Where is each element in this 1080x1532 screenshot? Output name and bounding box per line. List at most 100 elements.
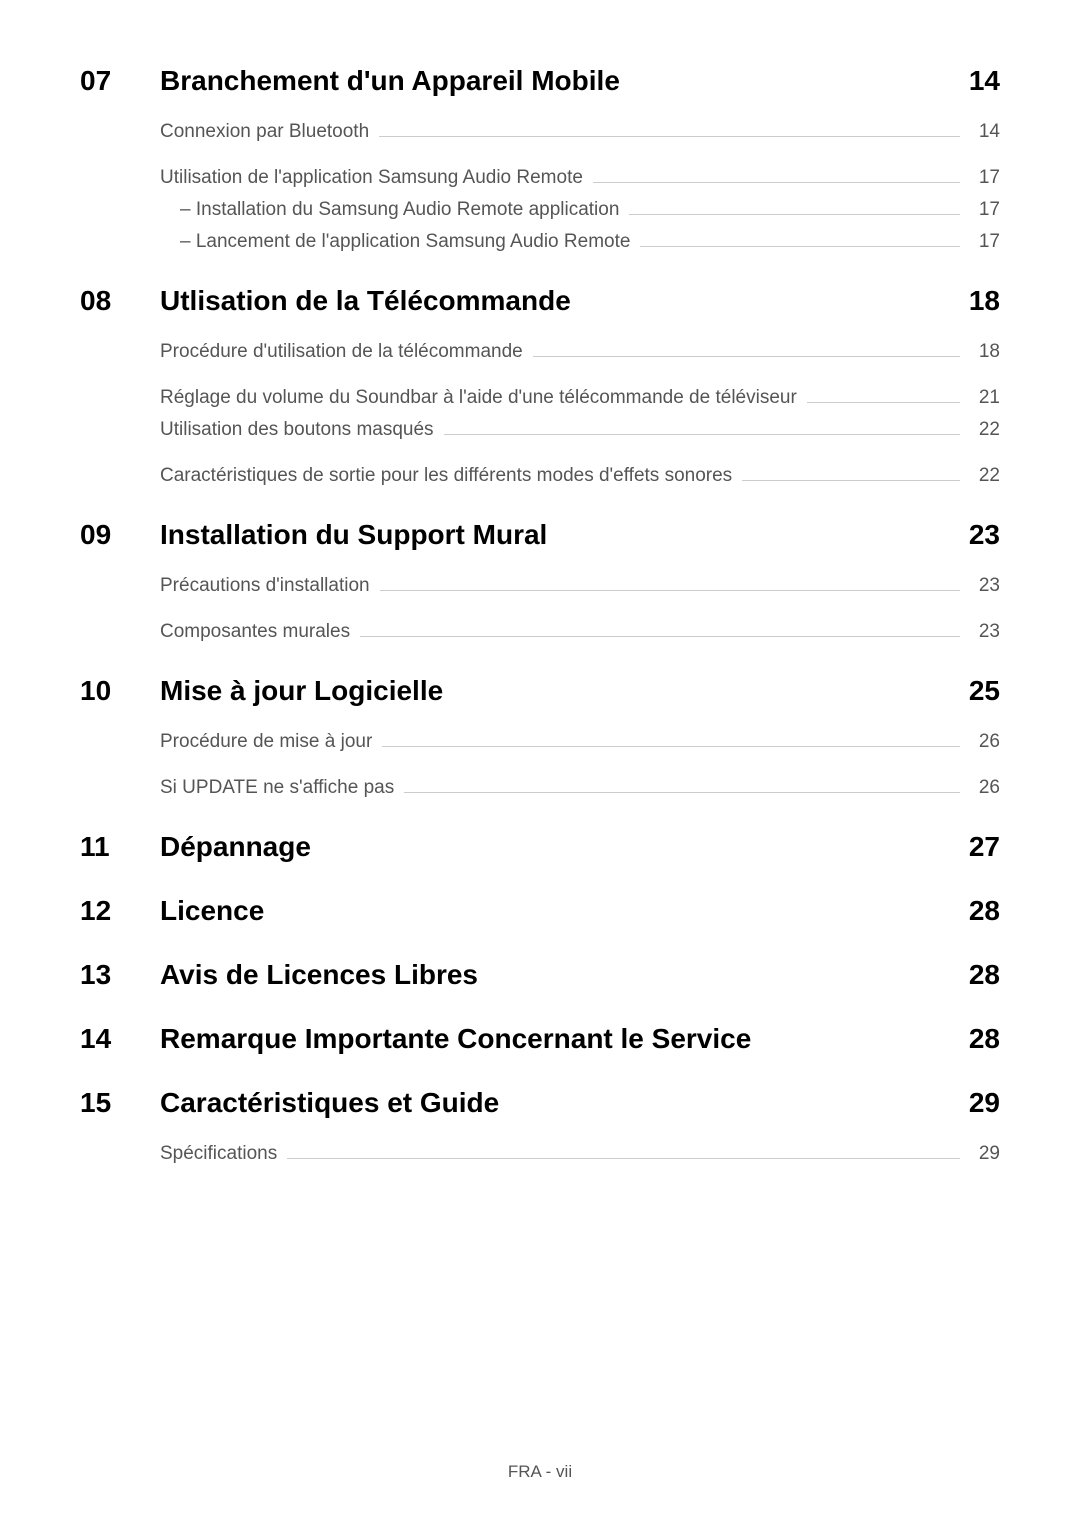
- section-title: Licence: [160, 895, 969, 927]
- section-number: 09: [80, 519, 160, 551]
- leader-line: [360, 636, 960, 637]
- section-number: 13: [80, 959, 160, 991]
- toc-item: Utilisation de l'application Samsung Aud…: [80, 167, 1000, 189]
- toc-item-title: Installation du Samsung Audio Remote app…: [180, 199, 619, 221]
- leader-line: [444, 434, 960, 435]
- toc-item-page: 17: [970, 231, 1000, 253]
- toc-item-title: Précautions d'installation: [160, 575, 370, 597]
- section-page: 27: [969, 831, 1000, 863]
- toc-item-page: 17: [970, 167, 1000, 189]
- leader-line: [287, 1158, 960, 1159]
- section-title: Caractéristiques et Guide: [160, 1087, 969, 1119]
- toc-item-page: 23: [970, 621, 1000, 643]
- toc-item: Connexion par Bluetooth 14: [80, 121, 1000, 143]
- section-number: 11: [80, 831, 160, 863]
- spacer: [80, 763, 1000, 777]
- section-page: 18: [969, 285, 1000, 317]
- leader-line: [533, 356, 960, 357]
- section-number: 12: [80, 895, 160, 927]
- toc-section: 07Branchement d'un Appareil Mobile14Conn…: [80, 65, 1000, 253]
- toc-item-page: 14: [970, 121, 1000, 143]
- section-title: Utlisation de la Télécommande: [160, 285, 969, 317]
- section-title: Mise à jour Logicielle: [160, 675, 969, 707]
- section-page: 14: [969, 65, 1000, 97]
- toc-item-title: Si UPDATE ne s'affiche pas: [160, 777, 394, 799]
- section-title: Remarque Importante Concernant le Servic…: [160, 1023, 969, 1055]
- toc-item-title: Caractéristiques de sortie pour les diff…: [160, 465, 732, 487]
- section-page: 29: [969, 1087, 1000, 1119]
- toc-item-title: Réglage du volume du Soundbar à l'aide d…: [160, 387, 797, 409]
- toc-section-header: 15Caractéristiques et Guide29: [80, 1087, 1000, 1119]
- spacer: [80, 451, 1000, 465]
- section-page: 23: [969, 519, 1000, 551]
- toc-item-title: Lancement de l'application Samsung Audio…: [180, 231, 630, 253]
- leader-line: [379, 136, 960, 137]
- page-footer: FRA - vii: [0, 1462, 1080, 1482]
- toc-item-title: Utilisation de l'application Samsung Aud…: [160, 167, 583, 189]
- toc-item-page: 23: [970, 575, 1000, 597]
- toc-item: Procédure de mise à jour 26: [80, 731, 1000, 753]
- section-page: 28: [969, 959, 1000, 991]
- toc-section: 11Dépannage27: [80, 831, 1000, 863]
- toc-section-header: 07Branchement d'un Appareil Mobile14: [80, 65, 1000, 97]
- toc-item-title: Composantes murales: [160, 621, 350, 643]
- table-of-contents: 07Branchement d'un Appareil Mobile14Conn…: [80, 65, 1000, 1165]
- toc-item-page: 26: [970, 777, 1000, 799]
- toc-subitem: Installation du Samsung Audio Remote app…: [80, 199, 1000, 221]
- leader-line: [593, 182, 960, 183]
- toc-item: Si UPDATE ne s'affiche pas 26: [80, 777, 1000, 799]
- toc-section: 08Utlisation de la Télécommande18Procédu…: [80, 285, 1000, 487]
- toc-item-title: Connexion par Bluetooth: [160, 121, 369, 143]
- toc-subitem: Lancement de l'application Samsung Audio…: [80, 231, 1000, 253]
- section-page: 28: [969, 1023, 1000, 1055]
- section-number: 07: [80, 65, 160, 97]
- toc-section-header: 13Avis de Licences Libres28: [80, 959, 1000, 991]
- section-title: Branchement d'un Appareil Mobile: [160, 65, 969, 97]
- toc-section: 09Installation du Support Mural23Précaut…: [80, 519, 1000, 643]
- leader-line: [380, 590, 960, 591]
- toc-section: 14Remarque Importante Concernant le Serv…: [80, 1023, 1000, 1055]
- toc-section-header: 14Remarque Importante Concernant le Serv…: [80, 1023, 1000, 1055]
- toc-item: Caractéristiques de sortie pour les diff…: [80, 465, 1000, 487]
- toc-item-title: Procédure d'utilisation de la télécomman…: [160, 341, 523, 363]
- section-number: 15: [80, 1087, 160, 1119]
- toc-item-page: 21: [970, 387, 1000, 409]
- toc-item: Spécifications 29: [80, 1143, 1000, 1165]
- toc-item-title: Spécifications: [160, 1143, 277, 1165]
- toc-item-title: Utilisation des boutons masqués: [160, 419, 434, 441]
- spacer: [80, 607, 1000, 621]
- toc-item: Utilisation des boutons masqués 22: [80, 419, 1000, 441]
- leader-line: [404, 792, 960, 793]
- spacer: [80, 373, 1000, 387]
- toc-item-page: 26: [970, 731, 1000, 753]
- toc-item: Précautions d'installation 23: [80, 575, 1000, 597]
- section-number: 10: [80, 675, 160, 707]
- toc-item: Procédure d'utilisation de la télécomman…: [80, 341, 1000, 363]
- toc-section-header: 09Installation du Support Mural23: [80, 519, 1000, 551]
- spacer: [80, 153, 1000, 167]
- section-title: Avis de Licences Libres: [160, 959, 969, 991]
- toc-section-header: 08Utlisation de la Télécommande18: [80, 285, 1000, 317]
- section-page: 28: [969, 895, 1000, 927]
- toc-item-page: 18: [970, 341, 1000, 363]
- toc-item-page: 22: [970, 419, 1000, 441]
- section-title: Dépannage: [160, 831, 969, 863]
- toc-item-title: Procédure de mise à jour: [160, 731, 372, 753]
- toc-section: 10Mise à jour Logicielle25 Procédure de m…: [80, 675, 1000, 799]
- section-page: 25: [969, 675, 1000, 707]
- toc-section-header: 11Dépannage27: [80, 831, 1000, 863]
- toc-item-page: 17: [970, 199, 1000, 221]
- section-title: Installation du Support Mural: [160, 519, 969, 551]
- section-number: 14: [80, 1023, 160, 1055]
- toc-section: 13Avis de Licences Libres28: [80, 959, 1000, 991]
- toc-item: Réglage du volume du Soundbar à l'aide d…: [80, 387, 1000, 409]
- toc-item: Composantes murales 23: [80, 621, 1000, 643]
- leader-line: [629, 214, 960, 215]
- leader-line: [807, 402, 960, 403]
- toc-item-page: 29: [970, 1143, 1000, 1165]
- section-number: 08: [80, 285, 160, 317]
- toc-section: 12Licence28: [80, 895, 1000, 927]
- toc-section-header: 12Licence28: [80, 895, 1000, 927]
- leader-line: [640, 246, 960, 247]
- toc-section-header: 10Mise à jour Logicielle25: [80, 675, 1000, 707]
